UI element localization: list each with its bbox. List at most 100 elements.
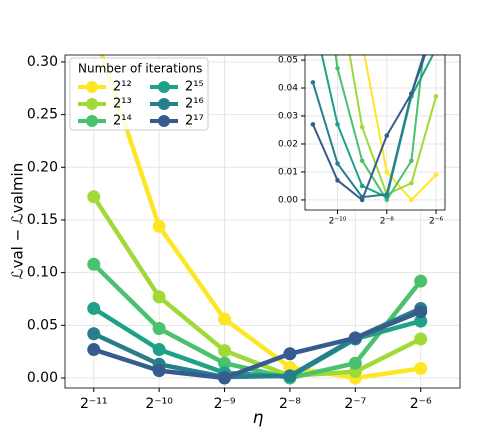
y-tick-label: 0.03: [278, 111, 298, 121]
marker: [283, 347, 297, 361]
x-axis-label: η: [253, 408, 264, 428]
y-tick-label: 0.00: [27, 370, 58, 386]
legend-marker: [158, 115, 170, 127]
marker: [384, 169, 390, 175]
y-tick-label: 0.15: [27, 212, 58, 228]
marker: [152, 364, 166, 378]
legend-marker: [158, 81, 170, 93]
marker: [384, 133, 390, 138]
marker: [359, 124, 365, 130]
legend-label: 2¹⁶: [185, 97, 204, 112]
data-layer: [310, 13, 439, 203]
legend-marker: [86, 81, 98, 93]
marker: [433, 94, 439, 99]
series-line: [363, 55, 437, 202]
legend-marker: [86, 115, 98, 127]
legend-label: 2¹⁴: [113, 114, 132, 129]
marker: [218, 371, 232, 385]
y-tick-label: 0.04: [278, 84, 298, 94]
marker: [414, 305, 428, 319]
panel-frame: [64, 54, 461, 389]
series-line: [334, 55, 425, 202]
marker: [414, 274, 428, 288]
x-tick-label: 2⁻⁸: [380, 217, 394, 227]
panel-frame: [304, 54, 446, 211]
marker: [335, 178, 340, 183]
y-tick-label: 0.05: [27, 317, 58, 333]
series-line: [92, 262, 423, 381]
marker: [409, 197, 414, 203]
panel: 0.00 0.01 0.02 0.03 0.04 0.05 2⁻¹⁰ 2⁻⁸ 2⁻⁶: [278, 13, 446, 227]
series-line: [93, 309, 422, 381]
marker: [87, 190, 101, 204]
marker: [335, 66, 340, 71]
legend-label: 2¹³: [113, 97, 132, 112]
series-line: [99, 55, 422, 381]
marker: [152, 219, 166, 233]
marker: [310, 122, 316, 127]
data-layer: [87, 24, 428, 385]
marker: [87, 24, 100, 37]
marker: [283, 369, 297, 383]
legend-label: 2¹²: [113, 80, 132, 95]
marker: [218, 312, 232, 326]
marker: [359, 183, 365, 189]
marker: [311, 13, 316, 18]
legend-label: 2¹⁷: [185, 114, 204, 129]
marker: [434, 13, 439, 18]
legend-marker: [86, 98, 98, 110]
x-tick-label: 2⁻⁶: [429, 217, 443, 227]
marker: [384, 192, 390, 197]
marker: [335, 122, 340, 127]
marker: [152, 343, 166, 357]
y-tick-label: 0.25: [27, 107, 58, 123]
marker: [152, 321, 166, 335]
x-tick-label: 2⁻¹⁰: [329, 217, 347, 227]
series-line: [348, 55, 438, 196]
marker: [434, 47, 439, 52]
y-tick-label: 0.05: [278, 56, 298, 66]
x-tick-label: 2⁻⁷: [344, 396, 366, 412]
series-line: [311, 55, 427, 202]
y-tick-label: 0.00: [278, 195, 298, 205]
marker: [87, 343, 101, 357]
marker: [414, 314, 428, 328]
marker: [218, 344, 232, 358]
y-tick-label: 0.02: [278, 139, 298, 149]
marker: [414, 362, 428, 376]
marker: [434, 21, 439, 26]
legend-title: Number of iterations: [78, 62, 202, 76]
marker: [218, 356, 232, 370]
marker: [87, 327, 101, 341]
marker: [87, 301, 101, 315]
marker: [335, 161, 340, 166]
marker: [348, 331, 362, 345]
x-tick-label: 2⁻⁸: [279, 396, 301, 412]
y-axis-label: ℒval − ℒvalmin: [9, 163, 27, 279]
x-tick-label: 2⁻⁶: [410, 396, 432, 412]
marker: [310, 80, 316, 85]
marker: [409, 180, 414, 186]
y-tick-label: 0.30: [27, 54, 58, 70]
y-tick-label: 0.20: [27, 159, 58, 175]
legend: Number of iterations 2¹² 2¹³ 2¹⁴ 2¹⁵ 2¹⁶ 2¹⁷: [69, 57, 209, 131]
marker: [414, 332, 428, 346]
legend-marker: [158, 98, 170, 110]
series-line: [320, 55, 434, 199]
y-tick-label: 0.10: [27, 265, 58, 281]
x-tick-label: 2⁻⁹: [214, 396, 236, 412]
legend-label: 2¹⁵: [185, 80, 204, 95]
legend-box: [69, 57, 209, 131]
marker: [152, 290, 166, 304]
x-tick-label: 2⁻¹⁰: [145, 396, 173, 412]
marker: [433, 172, 439, 178]
marker: [360, 41, 365, 46]
marker: [87, 257, 101, 271]
marker: [359, 197, 365, 203]
y-tick-label: 0.01: [278, 167, 298, 177]
marker: [348, 356, 362, 370]
x-tick-label: 2⁻¹¹: [80, 396, 108, 412]
marker: [359, 158, 365, 164]
